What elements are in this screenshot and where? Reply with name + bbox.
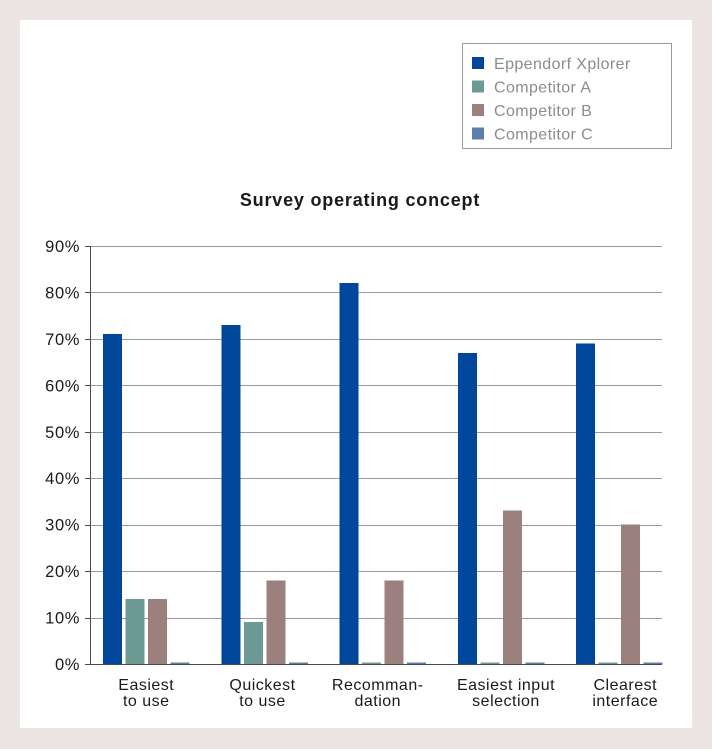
legend-item-competitor-b: Competitor B: [472, 103, 592, 120]
category-label: Recomman-: [332, 677, 424, 694]
y-tick-label: 20%: [45, 563, 80, 581]
legend-swatch: [472, 127, 484, 140]
legend-item-competitor-a: Competitor A: [472, 80, 591, 97]
y-tick-label: 50%: [45, 424, 80, 442]
bar-competitor-c: [643, 662, 663, 664]
category-label: to use: [239, 693, 286, 710]
y-tick-label: 0%: [55, 656, 80, 674]
bar-competitor-a: [125, 598, 145, 664]
legend-item-competitor-c: Competitor C: [472, 127, 593, 144]
bar-competitor-a: [362, 662, 381, 664]
legend-label: Competitor C: [494, 127, 593, 144]
category-label: Easiest input: [457, 677, 555, 694]
legend-label: Competitor A: [494, 80, 591, 97]
bar-competitor-a: [243, 622, 263, 664]
chart-title: Survey operating concept: [240, 190, 480, 210]
category-label: to use: [123, 693, 170, 710]
y-tick-label: 80%: [45, 284, 80, 302]
bar-competitor-b: [148, 598, 167, 664]
legend-label: Competitor B: [494, 103, 592, 120]
bar-competitor-c: [170, 662, 190, 664]
bar-competitor-b: [621, 524, 640, 664]
bar-competitor-a: [598, 662, 618, 664]
category-label: Quickest: [229, 677, 295, 694]
legend-label: Eppendorf Xplorer: [494, 56, 631, 73]
y-tick-label: 70%: [45, 331, 80, 349]
bar-eppendorf-xplorer: [576, 343, 595, 664]
category-label: Easiest: [118, 677, 174, 694]
y-tick-label: 60%: [45, 377, 80, 395]
bar-eppendorf-xplorer: [221, 324, 241, 664]
y-tick-label: 90%: [45, 238, 80, 256]
bar-competitor-a: [480, 662, 500, 664]
y-axis: 0% 10% 20% 30% 40% 50% 60% 70% 80% 90%: [45, 238, 91, 674]
bars: [103, 283, 663, 664]
category-label: selection: [472, 693, 540, 710]
category-label: Clearest: [593, 677, 657, 694]
legend-swatch: [472, 80, 484, 93]
y-tick-label: 40%: [45, 470, 80, 488]
y-tick-label: 30%: [45, 517, 80, 535]
bar-eppendorf-xplorer: [457, 352, 477, 664]
y-tick-label: 10%: [45, 610, 80, 628]
bar-competitor-c: [407, 662, 426, 664]
legend: Eppendorf Xplorer Competitor A Competitor …: [462, 43, 672, 149]
bar-competitor-c: [525, 662, 545, 664]
category-label: interface: [592, 693, 658, 710]
bar-competitor-b: [384, 580, 404, 664]
bar-eppendorf-xplorer: [103, 334, 122, 664]
legend-swatch: [472, 57, 484, 69]
bar-competitor-b: [502, 510, 522, 664]
bar-competitor-b: [266, 580, 286, 664]
category-label: dation: [354, 693, 401, 710]
legend-item-eppendorf-xplorer: Eppendorf Xplorer: [472, 56, 631, 73]
gridlines: [90, 246, 662, 619]
bar-competitor-c: [288, 662, 308, 664]
bar-eppendorf-xplorer: [339, 283, 359, 664]
legend-box: [462, 43, 672, 149]
legend-swatch: [472, 104, 484, 116]
